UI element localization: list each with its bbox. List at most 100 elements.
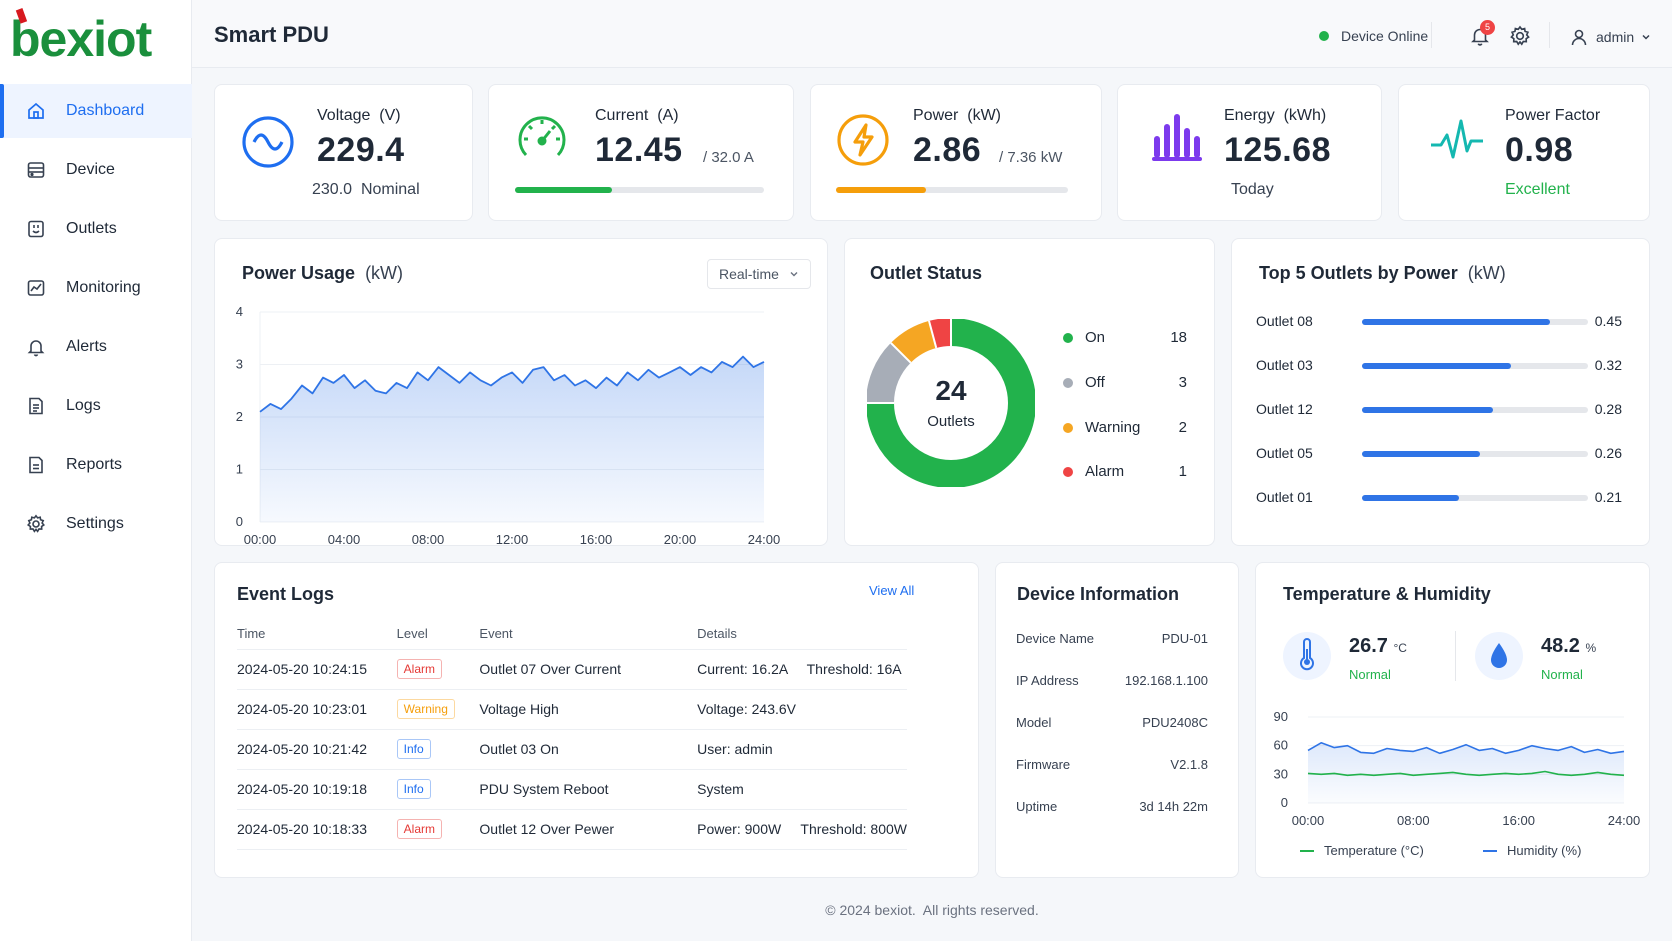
legend-dot [1063,332,1073,343]
x-tick-label: 08:00 [1397,813,1430,828]
level-badge: Warning [396,699,455,719]
table-row[interactable]: 2024-05-20 10:21:42 Info Outlet 03 On User:… [237,729,907,770]
x-tick-label: 08:00 [412,532,445,547]
footer-copyright: © 2024 bexiot. All rights reserved. [825,902,1039,918]
event-time: 2024-05-20 10:19:18 [237,769,397,810]
reports-icon [29,456,43,474]
sidebar-item-label: Alerts [66,338,107,355]
energy-value: 125.68 [1224,131,1331,169]
divider [1455,631,1456,681]
event-details: Current: 16.2A Threshold: 16A [697,649,907,690]
column-header: Time [237,619,397,650]
chevron-down-icon [790,272,798,277]
sidebar-item-device[interactable]: Device [0,143,192,197]
y-tick-label: 60 [1274,738,1288,753]
y-tick-label: 4 [236,304,243,319]
lightning-bolt-icon [837,114,889,166]
info-label: Device Name [1016,631,1095,646]
sidebar-item-dashboard[interactable]: Dashboard [0,84,192,138]
top-outlet-bar [1362,319,1550,325]
top-outlet-bar-track [1362,319,1588,325]
table-row[interactable]: 2024-05-20 10:19:18 Info PDU System Reboot… [237,769,907,810]
view-all-link[interactable]: View All [869,583,915,598]
area-fill [260,356,764,522]
event-name: Outlet 12 Over Pewer [479,809,698,850]
device-icon [27,162,45,178]
power-label: Power (kW) [913,107,1002,124]
legend-label: Off [1085,374,1105,391]
sidebar-item-settings[interactable]: Settings [0,497,192,551]
legend-off: Off 3 [1063,374,1187,391]
pulse-icon [1431,119,1483,159]
top-outlet-name: Outlet 05 [1256,445,1313,461]
event-logs-table: Time Level Event Details 2024-05-20 10:2… [237,619,907,850]
header-divider [1549,22,1550,48]
legend-warning: Warning 2 [1063,419,1187,436]
donut-slice-warning [890,320,937,364]
event-time: 2024-05-20 10:24:15 [237,649,397,690]
sidebar-item-reports[interactable]: Reports [0,438,192,492]
outlet-status-title: Outlet Status [870,263,983,283]
column-header: Level [396,619,480,650]
x-tick-label: 00:00 [1292,813,1325,828]
sidebar-item-label: Logs [66,397,101,414]
x-tick-label: 16:00 [580,532,613,547]
settings-gear-icon[interactable] [1509,25,1531,47]
table-header-row: Time Level Event Details [237,619,907,650]
event-details: Power: 900W Threshold: 800W [697,809,907,850]
energy-label: Energy (kWh) [1224,107,1327,124]
voltage-nominal: 230.0 Nominal [312,181,420,198]
voltage-sine-icon [242,116,294,168]
info-value: V2.1.8 [1170,757,1208,772]
event-level-cell: Alarm [396,649,480,690]
event-details: Voltage: 243.6V [697,689,907,730]
info-row-uptime: Uptime 3d 14h 22m [1016,799,1208,814]
x-tick-label: 24:00 [1608,813,1641,828]
top-outlet-row: Outlet 01 0.21 [1256,489,1622,507]
range-select-value: Real-time [719,266,779,282]
current-progress [515,187,764,193]
event-name: PDU System Reboot [479,769,698,810]
legend-humidity: Humidity (%) [1483,843,1581,858]
table-row[interactable]: 2024-05-20 10:18:33 Alarm Outlet 12 Over P… [237,809,907,850]
legend-count: 2 [1178,419,1187,436]
donut-slice-alarm [929,319,952,349]
current-max: / 32.0 A [703,149,754,166]
column-header: Details [697,619,907,650]
legend-label: Warning [1085,419,1141,436]
info-label: IP Address [1016,673,1079,688]
event-name: Outlet 03 On [479,729,698,770]
info-row-ip: IP Address 192.168.1.100 [1016,673,1208,688]
table-row[interactable]: 2024-05-20 10:24:15 Alarm Outlet 07 Over C… [237,649,907,690]
current-value: 12.45 [595,131,683,169]
current-card: Current (A) 12.45 / 32.0 A [488,84,794,221]
y-tick-label: 30 [1274,766,1288,781]
table-row[interactable]: 2024-05-20 10:23:01 Warning Voltage High Vo… [237,689,907,730]
sidebar-item-logs[interactable]: Logs [0,379,192,433]
sidebar-item-outlets[interactable]: Outlets [0,202,192,256]
power-usage-chart: 0 1 2 3 4 00:00 04:00 08:00 12:00 16:00 20:00 24:00 [236,304,781,547]
event-time: 2024-05-20 10:23:01 [237,689,397,730]
sidebar: bexiot Dashboard Device Outlets Monitori… [0,0,192,941]
voltage-label: Voltage (V) [317,107,401,124]
sidebar-item-alerts[interactable]: Alerts [0,320,192,374]
top-outlet-bar [1362,451,1480,457]
home-icon [28,102,44,119]
legend-label: On [1085,329,1106,346]
event-level-cell: Alarm [396,809,480,850]
range-select[interactable]: Real-time [707,259,811,289]
temp-humidity-chart: 0 30 60 90 00:00 08:00 16:00 24:00 [1274,709,1641,828]
top-outlets-title: Top 5 Outlets by Power (kW) [1259,263,1506,283]
humidity-series-line [1307,742,1625,755]
user-menu[interactable]: admin [1569,27,1652,47]
y-tick-label: 1 [236,462,243,477]
info-value: PDU2408C [1142,715,1208,730]
logo-wordmark: bexiot [10,11,153,67]
chevron-down-icon [1642,34,1650,40]
gear-icon [26,514,46,533]
top-outlet-bar [1362,407,1494,413]
top-outlet-name: Outlet 03 [1256,357,1313,373]
sidebar-item-monitoring[interactable]: Monitoring [0,261,192,315]
temperature-status: Normal [1349,667,1391,682]
sidebar-item-label: Reports [66,456,123,473]
